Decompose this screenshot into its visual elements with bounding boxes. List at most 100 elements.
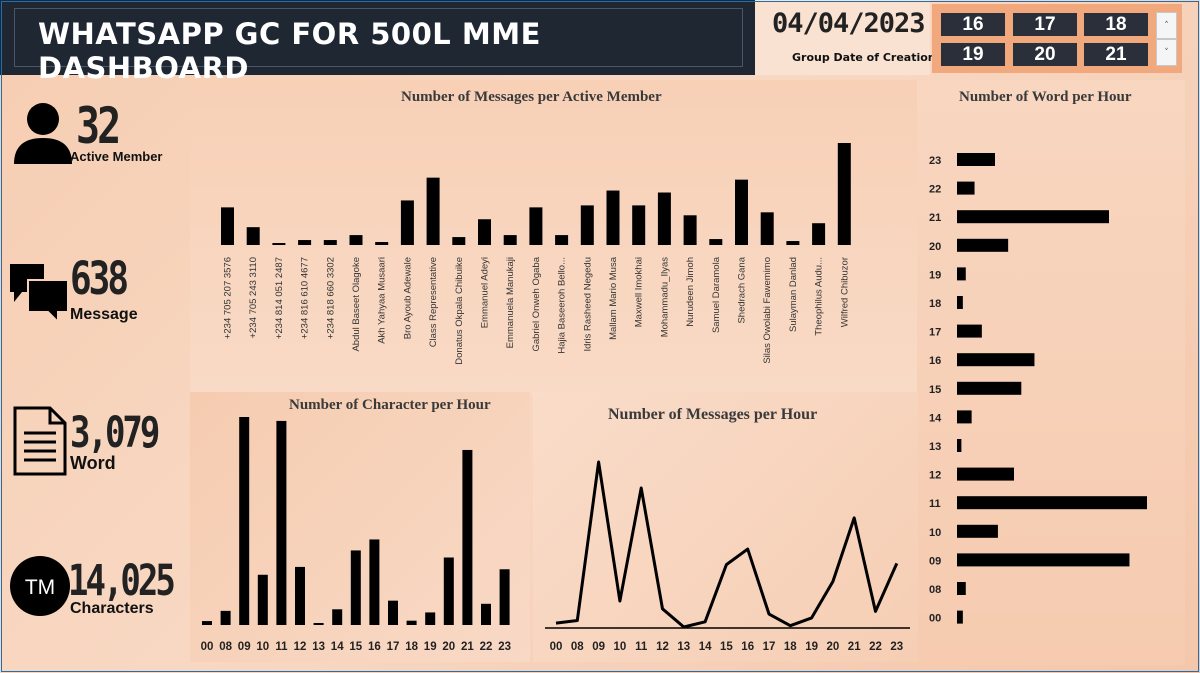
- word-bar: [957, 410, 972, 424]
- character-axis-label: 09: [238, 641, 251, 653]
- word-axis-label: 08: [929, 584, 941, 596]
- word-bar: [957, 210, 1109, 224]
- slicer-scroll-down-button[interactable]: ˅: [1156, 39, 1177, 66]
- hour-slicer-item[interactable]: 17: [1013, 13, 1077, 36]
- word-bar: [957, 153, 995, 166]
- member-axis-label: Abdul Baseet Olagoke: [351, 257, 362, 352]
- character-bar: [257, 574, 268, 625]
- member-axis-label: Sulayman Danlad: [788, 257, 799, 332]
- member-axis-label: Theophilus Audu...: [814, 257, 825, 336]
- messages-hour-axis-label: 15: [720, 641, 733, 653]
- member-bar: [375, 242, 389, 245]
- messages-hour-chart-title: Number of Messages per Hour: [608, 406, 818, 423]
- member-axis-label: Silas Owolabi Fawemimo: [762, 257, 773, 364]
- word-label: Word: [70, 453, 116, 473]
- member-bar: [580, 205, 594, 245]
- word-axis-label: 12: [929, 470, 941, 482]
- character-bar: [350, 550, 361, 625]
- character-bar: [388, 600, 398, 625]
- message-count: 638: [70, 254, 129, 306]
- member-bar: [221, 207, 234, 245]
- member-bar: [812, 223, 826, 245]
- messages-hour-axis-label: 18: [784, 641, 797, 653]
- group-creation-date: 04/04/2023: [772, 8, 926, 39]
- member-chart-title: Number of Messages per Active Member: [401, 89, 662, 105]
- member-bar: [529, 207, 543, 245]
- character-bar: [332, 609, 343, 625]
- character-axis-label: 16: [368, 641, 381, 653]
- character-axis-label: 00: [201, 641, 214, 653]
- word-bar: [957, 296, 963, 309]
- document-icon: [13, 406, 67, 476]
- member-bar: [349, 235, 363, 245]
- member-axis-label: Class Representative: [428, 257, 439, 347]
- word-axis-label: 23: [929, 155, 941, 167]
- character-bar: [276, 420, 287, 625]
- hour-slicer-item[interactable]: 19: [941, 43, 1005, 66]
- slicer-scroll-up-button[interactable]: ˄: [1156, 12, 1177, 39]
- messages-hour-axis-label: 10: [614, 641, 627, 653]
- word-bar: [957, 610, 963, 624]
- character-axis-label: 15: [349, 641, 362, 653]
- member-bar: [657, 192, 671, 245]
- member-bar: [478, 219, 491, 245]
- character-bar: [481, 603, 491, 625]
- character-axis-label: 11: [275, 641, 288, 653]
- character-axis-label: 14: [331, 641, 344, 653]
- word-axis-label: 18: [929, 298, 941, 310]
- hour-slicer-item[interactable]: 16: [941, 13, 1005, 36]
- character-axis-label: 08: [219, 641, 232, 653]
- character-bar: [462, 449, 473, 625]
- messages-hour-axis-label: 21: [848, 641, 861, 653]
- character-axis-label: 23: [498, 641, 511, 653]
- messages-hour-axis-label: 23: [890, 641, 903, 653]
- character-bar: [369, 539, 380, 625]
- member-axis-label: Gabriel Onweh Ogaba: [531, 256, 542, 351]
- member-axis-label: +234 816 610 4677: [300, 257, 311, 339]
- member-axis-label: +234 705 207 3576: [223, 257, 234, 339]
- messages-hour-axis-label: 11: [635, 641, 648, 653]
- member-axis-label: Nurudeen Jimoh: [685, 257, 696, 327]
- character-axis-label: 22: [480, 641, 493, 653]
- character-axis-label: 19: [424, 641, 437, 653]
- member-chart-panel: [190, 80, 920, 395]
- messages-hour-axis-label: 00: [550, 641, 563, 653]
- word-bar: [957, 524, 998, 538]
- title-banner: WHATSAPP GC FOR 500L MME DASHBOARD: [0, 0, 755, 85]
- character-bar: [202, 621, 212, 625]
- member-axis-label: Bro Ayoub Adewale: [402, 257, 413, 339]
- member-axis-label: +234 818 660 3302: [325, 257, 336, 339]
- word-axis-label: 22: [929, 184, 941, 196]
- member-bar: [426, 177, 440, 245]
- hour-slicer-item[interactable]: 21: [1084, 43, 1148, 66]
- hour-slicer-item[interactable]: 20: [1013, 43, 1077, 66]
- member-axis-label: Mohammadu_Ilyas: [659, 257, 670, 338]
- member-bar: [632, 205, 646, 245]
- word-count: 3,079: [70, 408, 160, 458]
- word-bar: [957, 381, 1022, 395]
- messages-hour-axis-label: 13: [677, 641, 690, 653]
- character-axis-label: 20: [442, 641, 455, 653]
- word-bar: [957, 582, 966, 595]
- character-bar: [406, 620, 417, 625]
- character-axis-label: 13: [312, 641, 325, 653]
- member-bar: [683, 215, 697, 245]
- character-label: Characters: [70, 600, 154, 617]
- title-banner-border: [14, 8, 743, 67]
- word-axis-label: 21: [929, 212, 941, 224]
- message-label: Message: [70, 306, 138, 323]
- member-bar: [323, 240, 337, 245]
- word-axis-label: 16: [929, 355, 941, 367]
- messages-hour-axis-label: 17: [763, 641, 776, 653]
- member-axis-label: Maxwell Imokhai: [634, 257, 645, 327]
- word-bar: [957, 496, 1147, 510]
- word-axis-label: 00: [929, 613, 941, 625]
- word-bar: [957, 324, 982, 338]
- hour-slicer-item[interactable]: 18: [1084, 13, 1148, 36]
- word-bar: [957, 267, 966, 281]
- member-bar: [606, 190, 620, 245]
- messages-hour-axis-label: 22: [869, 641, 882, 653]
- member-axis-label: Idris Rasheed Negedu: [582, 257, 593, 352]
